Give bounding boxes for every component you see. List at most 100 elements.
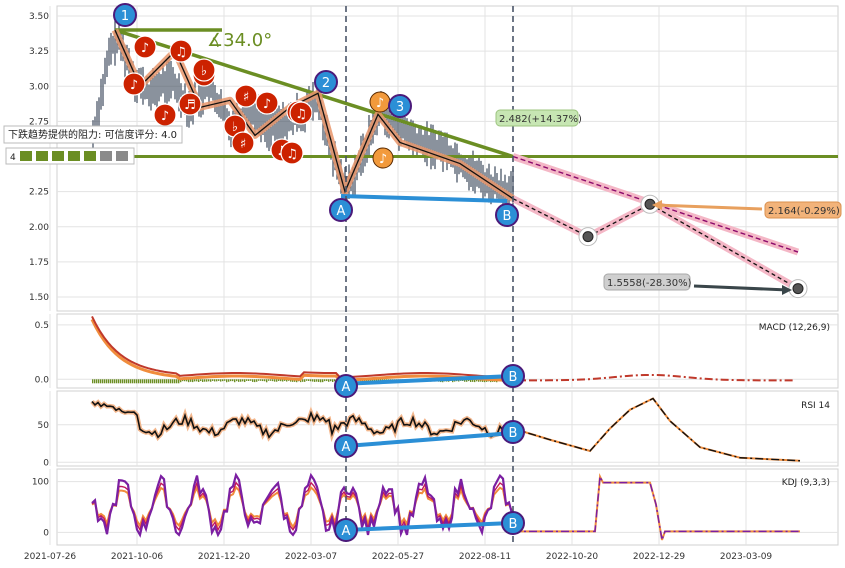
macd-histogram-bar <box>200 379 202 382</box>
arrow-annotation-2 <box>654 203 763 211</box>
wave-label-text: B <box>509 370 518 385</box>
macd-histogram-bar <box>224 379 226 381</box>
note-glyph: ♫ <box>175 45 187 60</box>
macd-series <box>90 315 796 386</box>
macd-histogram-bar <box>284 379 286 381</box>
target-annotation-3: 1.5558(-28.30%) <box>603 273 692 291</box>
x-tick-label: 2021-12-20 <box>198 552 251 562</box>
note-glyph: ♫ <box>286 147 298 162</box>
macd-histogram-bar <box>176 379 178 384</box>
macd-histogram-bar <box>198 379 200 382</box>
macd-histogram-bar <box>466 379 468 382</box>
macd-histogram-bar <box>366 379 368 383</box>
macd-histogram-bar <box>236 379 238 382</box>
macd-histogram-bar <box>102 379 104 384</box>
wave-label-circle <box>314 70 338 94</box>
macd-histogram-bar <box>190 379 192 382</box>
rsi-line <box>91 400 513 439</box>
x-tick-label: 2022-08-11 <box>459 552 511 562</box>
macd-histogram-bar <box>238 379 240 382</box>
rating-number: 4 <box>10 153 16 163</box>
forecast-line-lower <box>512 198 799 290</box>
macd-histogram-bar <box>206 379 208 382</box>
wave-label-circle <box>388 94 412 118</box>
wave-label-text: B <box>509 426 518 441</box>
macd-histogram-bar <box>302 379 304 382</box>
macd-histogram-bar <box>246 379 248 381</box>
macd-histogram-bar <box>228 379 230 382</box>
macd-histogram-bar <box>126 379 128 384</box>
kdj-label: KDJ (9,3,3) <box>782 478 830 488</box>
macd-histogram-bar <box>242 379 244 382</box>
wave-label-circle <box>334 374 358 398</box>
note-glyph: ♪ <box>263 97 271 112</box>
macd-histogram-bar <box>314 379 316 382</box>
wave-label-circle <box>501 364 525 388</box>
macd-histogram-bar <box>326 379 328 382</box>
target-annotation-1-box <box>495 109 579 127</box>
macd-histogram-bar <box>166 379 168 384</box>
rsi-forecast-line <box>512 397 801 462</box>
price-y-tick: 2.75 <box>29 117 49 127</box>
macd-histogram-bar <box>234 379 236 383</box>
macd-histogram-bar <box>144 379 146 384</box>
note-marker <box>178 92 202 116</box>
macd-histogram-bar <box>368 379 370 382</box>
macd-histogram-bar <box>312 379 314 382</box>
note-glyph: ♯ <box>243 90 249 105</box>
macd-histogram-bar <box>158 379 160 384</box>
angle-label: ∡34.0° <box>207 30 272 51</box>
price-y-tick: 2.00 <box>29 223 49 233</box>
wave-label-text: A <box>342 380 351 395</box>
macd-histogram-bar <box>148 379 150 384</box>
wave-label-text: 3 <box>396 100 404 115</box>
macd-histogram-bar <box>188 379 190 383</box>
macd-histogram-bar <box>276 379 278 382</box>
note-marker <box>122 72 146 96</box>
macd-histogram-bar <box>208 379 210 382</box>
indicator-y-tick: 100 <box>32 478 49 488</box>
y-tick-labels: 3.503.253.002.752.502.252.001.751.500.50… <box>29 12 49 538</box>
macd-histogram-bar <box>328 379 330 382</box>
macd-histogram-bar <box>104 379 106 384</box>
forecast-line-upper <box>512 155 799 253</box>
macd-histogram-bar <box>142 379 144 384</box>
macd-histogram-bar <box>146 379 148 384</box>
wave-label-circle <box>501 511 525 535</box>
macd-histogram-bar <box>196 379 198 382</box>
macd-histogram-bar <box>108 379 110 384</box>
macd-histogram-bar <box>94 379 96 384</box>
kdj-panel <box>56 468 839 546</box>
wave-label-circle <box>329 198 353 222</box>
macd-histogram-bar <box>304 379 306 382</box>
note-glyph: ♪ <box>379 152 387 167</box>
macd-histogram-bar <box>306 379 308 381</box>
macd-histogram-bar <box>280 379 282 382</box>
macd-histogram-bar <box>308 379 310 381</box>
price-y-tick: 3.25 <box>29 47 49 57</box>
price-y-tick: 1.50 <box>29 293 49 303</box>
macd-histogram-bar <box>110 379 112 384</box>
macd-histogram-bar <box>204 379 206 382</box>
note-glyph: ♭ <box>232 120 238 135</box>
macd-histogram-bar <box>118 379 120 384</box>
indicator-y-tick: 0 <box>43 528 49 538</box>
macd-histogram-bar <box>252 379 254 382</box>
macd-histogram-bar <box>122 379 124 384</box>
macd-histogram-bar <box>484 379 486 383</box>
macd-histogram-bar <box>258 379 260 381</box>
macd-histogram-bar <box>260 379 262 381</box>
wave-label-text: A <box>337 204 346 219</box>
macd-histogram-bar <box>202 379 204 382</box>
rating-star-1 <box>20 151 32 161</box>
macd-histogram-bar <box>120 379 122 384</box>
arrow-annotation-3 <box>693 284 789 292</box>
macd-histogram-bar <box>172 379 174 384</box>
resistance-callout-text: 下跌趋势提供的阻力: 可信度评分: 4.0 <box>8 128 177 141</box>
macd-histogram-bar <box>214 379 216 382</box>
indicator-y-tick: 0 <box>43 458 49 468</box>
macd-histogram-bar <box>330 379 332 382</box>
macd-histogram-bar <box>154 379 156 384</box>
note-glyph: ♭ <box>201 64 207 79</box>
macd-histogram-bar <box>210 379 212 382</box>
